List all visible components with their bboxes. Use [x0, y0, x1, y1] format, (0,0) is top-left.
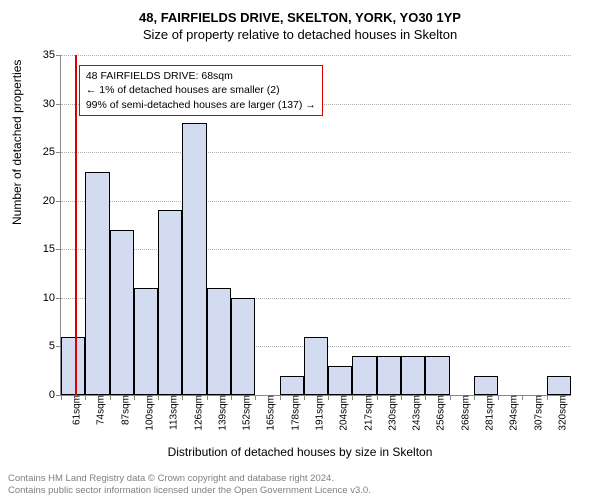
x-tick-label: 217sqm — [361, 395, 374, 431]
histogram-bar — [547, 376, 571, 395]
x-tick-mark — [304, 395, 305, 400]
x-tick-mark — [182, 395, 183, 400]
x-tick-label: 74sqm — [94, 395, 107, 425]
histogram-bar — [377, 356, 401, 395]
x-tick-mark — [85, 395, 86, 400]
x-tick-mark — [377, 395, 378, 400]
x-axis-label: Distribution of detached houses by size … — [0, 445, 600, 459]
x-tick-mark — [522, 395, 523, 400]
x-tick-mark — [134, 395, 135, 400]
gridline — [61, 152, 571, 153]
y-tick-label: 30 — [30, 98, 61, 110]
histogram-bar — [425, 356, 449, 395]
x-tick-label: 165sqm — [264, 395, 277, 431]
histogram-bar — [207, 288, 231, 395]
histogram-bar — [134, 288, 158, 395]
y-tick-label: 35 — [30, 49, 61, 61]
histogram-bar — [182, 123, 206, 395]
x-tick-mark — [401, 395, 402, 400]
y-tick-label: 10 — [30, 292, 61, 304]
x-tick-label: 113sqm — [167, 395, 180, 430]
x-tick-label: 178sqm — [288, 395, 301, 431]
chart-container: 48, FAIRFIELDS DRIVE, SKELTON, YORK, YO3… — [0, 0, 600, 500]
y-tick-label: 25 — [30, 146, 61, 158]
histogram-bar — [61, 337, 85, 395]
x-tick-mark — [280, 395, 281, 400]
x-tick-label: 126sqm — [191, 395, 204, 431]
x-tick-mark — [425, 395, 426, 400]
chart-title-main: 48, FAIRFIELDS DRIVE, SKELTON, YORK, YO3… — [0, 0, 600, 25]
histogram-bar — [401, 356, 425, 395]
x-tick-label: 152sqm — [240, 395, 253, 431]
histogram-bar — [328, 366, 352, 395]
y-axis-label: Number of detached properties — [10, 60, 24, 225]
histogram-bar — [474, 376, 498, 395]
histogram-bar — [85, 172, 109, 395]
histogram-bar — [304, 337, 328, 395]
histogram-bar — [280, 376, 304, 395]
footer-line-1: Contains HM Land Registry data © Crown c… — [8, 473, 371, 484]
y-tick-label: 5 — [30, 340, 61, 352]
x-tick-mark — [352, 395, 353, 400]
footer-line-2: Contains public sector information licen… — [8, 485, 371, 496]
x-tick-label: 61sqm — [70, 395, 83, 425]
x-tick-label: 268sqm — [458, 395, 471, 431]
chart-title-sub: Size of property relative to detached ho… — [0, 25, 600, 42]
histogram-bar — [158, 210, 182, 395]
gridline — [61, 55, 571, 56]
x-tick-mark — [547, 395, 548, 400]
x-tick-label: 191sqm — [313, 395, 326, 431]
x-tick-label: 243sqm — [410, 395, 423, 431]
gridline — [61, 249, 571, 250]
info-box-line: 48 FAIRFIELDS DRIVE: 68sqm — [86, 69, 316, 83]
x-tick-label: 204sqm — [337, 395, 350, 431]
x-tick-label: 294sqm — [507, 395, 520, 431]
x-tick-mark — [450, 395, 451, 400]
property-marker-line — [75, 55, 77, 395]
x-tick-label: 307sqm — [531, 395, 544, 431]
x-tick-mark — [498, 395, 499, 400]
histogram-bar — [352, 356, 376, 395]
x-tick-mark — [110, 395, 111, 400]
info-box-line: ← 1% of detached houses are smaller (2) — [86, 83, 316, 97]
info-box-line: 99% of semi-detached houses are larger (… — [86, 98, 316, 112]
x-tick-mark — [61, 395, 62, 400]
x-tick-label: 281sqm — [483, 395, 496, 431]
x-tick-mark — [474, 395, 475, 400]
x-tick-label: 256sqm — [434, 395, 447, 431]
plot-area: 0510152025303561sqm74sqm87sqm100sqm113sq… — [60, 55, 571, 396]
y-tick-label: 20 — [30, 195, 61, 207]
info-box: 48 FAIRFIELDS DRIVE: 68sqm← 1% of detach… — [79, 65, 323, 116]
x-tick-mark — [255, 395, 256, 400]
histogram-bar — [231, 298, 255, 395]
y-tick-label: 15 — [30, 243, 61, 255]
x-tick-mark — [207, 395, 208, 400]
x-tick-mark — [158, 395, 159, 400]
x-tick-label: 230sqm — [385, 395, 398, 431]
histogram-bar — [110, 230, 134, 395]
y-tick-label: 0 — [30, 389, 61, 401]
x-tick-mark — [231, 395, 232, 400]
chart-footer: Contains HM Land Registry data © Crown c… — [8, 473, 371, 496]
x-tick-label: 320sqm — [555, 395, 568, 431]
x-tick-label: 100sqm — [143, 395, 156, 431]
x-tick-label: 139sqm — [215, 395, 228, 431]
gridline — [61, 201, 571, 202]
x-tick-mark — [328, 395, 329, 400]
x-tick-label: 87sqm — [118, 395, 131, 425]
